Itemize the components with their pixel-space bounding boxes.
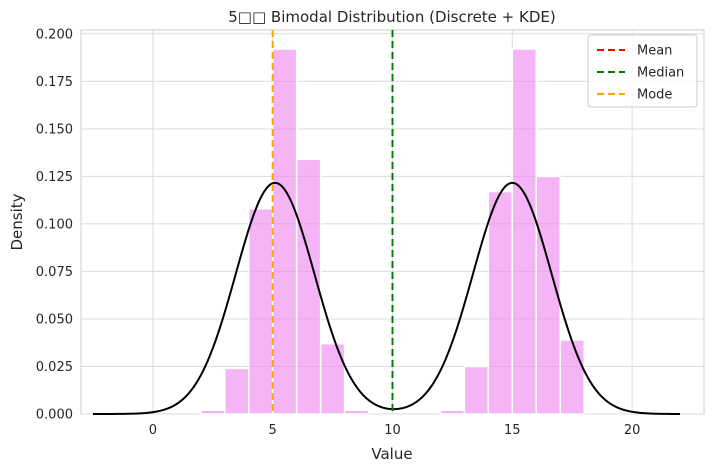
histogram-bar bbox=[439, 409, 466, 415]
histogram-bar bbox=[487, 190, 514, 415]
legend-label-mean: Mean bbox=[637, 44, 672, 59]
y-tick-label: 0.150 bbox=[36, 122, 73, 137]
histogram-bar bbox=[535, 175, 561, 415]
y-tick-label: 0.200 bbox=[36, 27, 73, 42]
y-tick-label: 0.100 bbox=[36, 217, 73, 232]
legend-label-median: Median bbox=[637, 66, 684, 81]
x-axis-label: Value bbox=[371, 445, 412, 463]
histogram-bar bbox=[224, 367, 250, 415]
y-axis-label: Density bbox=[8, 193, 26, 250]
histogram-bar bbox=[511, 48, 538, 415]
legend: Mean Median Mode bbox=[587, 34, 698, 108]
histogram-bar bbox=[463, 365, 490, 415]
x-tick-label: 20 bbox=[624, 423, 641, 438]
chart-title: 5□□ Bimodal Distribution (Discrete + KDE… bbox=[228, 8, 555, 26]
y-tick-label: 0.050 bbox=[36, 312, 73, 327]
legend-box bbox=[587, 34, 698, 108]
kde-curve-group bbox=[92, 181, 681, 415]
histogram-bar bbox=[200, 409, 226, 415]
histogram-bar bbox=[559, 339, 585, 415]
histogram-bar bbox=[247, 207, 274, 415]
histogram-bar bbox=[319, 342, 346, 415]
x-tick-label: 5 bbox=[269, 423, 277, 438]
histogram-bars bbox=[200, 48, 585, 415]
histogram-bar bbox=[271, 48, 298, 415]
histogram-bar bbox=[343, 409, 370, 415]
legend-label-mode: Mode bbox=[637, 88, 672, 103]
reference-lines bbox=[271, 30, 394, 414]
y-tick-label: 0.125 bbox=[36, 170, 73, 185]
y-tick-labels: 0.000 0.025 0.050 0.075 0.100 0.125 0.150 0.175… bbox=[36, 27, 73, 422]
x-tick-label: 0 bbox=[149, 423, 157, 438]
y-tick-label: 0.075 bbox=[36, 265, 73, 280]
x-tick-label: 15 bbox=[504, 423, 521, 438]
y-tick-label: 0.025 bbox=[36, 360, 73, 375]
kde-curve bbox=[92, 181, 681, 415]
x-tick-label: 10 bbox=[384, 423, 401, 438]
x-tick-labels: 0 5 10 15 20 bbox=[149, 423, 641, 438]
y-tick-label: 0.000 bbox=[36, 408, 73, 423]
y-tick-label: 0.175 bbox=[36, 75, 73, 90]
histogram-bar bbox=[295, 158, 322, 415]
